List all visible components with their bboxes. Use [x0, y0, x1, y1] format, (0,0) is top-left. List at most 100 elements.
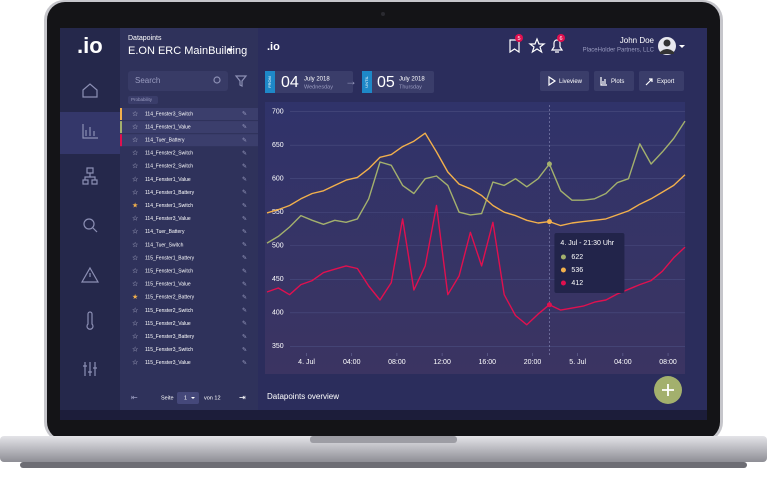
row-edit[interactable]: ✎ — [242, 163, 247, 170]
row-color — [120, 108, 122, 120]
row-name: 115_Fenster2_Switch — [145, 308, 193, 314]
y-tick-label: 700 — [272, 109, 284, 116]
from-month: July 2018 — [304, 77, 330, 83]
tooltip-swatch — [560, 280, 566, 286]
row-edit[interactable]: ✎ — [242, 111, 247, 118]
thermo-icon[interactable] — [86, 311, 94, 330]
pager-last[interactable]: ⇥ — [239, 393, 246, 402]
row-star: ☆ — [132, 333, 138, 341]
row-name: 115_Fenster3_Battery — [145, 334, 195, 340]
user-name: John Doe — [620, 36, 655, 45]
row-edit[interactable]: ✎ — [242, 294, 247, 301]
row-star: ☆ — [132, 306, 138, 314]
row-star: ☆ — [132, 149, 138, 157]
row[interactable] — [120, 226, 258, 238]
from-tag: FROM — [267, 76, 272, 88]
export-button[interactable] — [639, 71, 684, 91]
tree-icon[interactable] — [82, 167, 98, 185]
datapoint-list: ☆ 114_Fenster3_Switch ✎ ☆ 114_Fenster1_Value… — [120, 108, 258, 367]
row-star: ☆ — [132, 280, 138, 288]
row[interactable] — [120, 239, 258, 251]
tooltip-swatch — [560, 254, 566, 260]
row-star: ☆ — [132, 162, 138, 170]
footer-title: Datapoints overview — [267, 392, 339, 401]
selected-row[interactable] — [120, 121, 258, 134]
until-date[interactable] — [362, 71, 434, 93]
pager-label: Seite — [161, 395, 174, 401]
selected-row[interactable] — [120, 134, 258, 147]
chart: 350 400 450 500 550 600 650 700 4. Jul 04:00 08:00… — [266, 105, 686, 366]
row-edit[interactable]: ✎ — [242, 202, 247, 209]
row-edit[interactable]: ✎ — [242, 176, 247, 183]
tooltip-value: 622 — [571, 254, 583, 261]
row-name: 114_Tuer_Battery — [145, 229, 185, 235]
row-name: 114_Fenster1_Value — [145, 124, 191, 130]
row-star: ★ — [132, 202, 138, 210]
liveview-button[interactable] — [540, 71, 589, 91]
row-edit[interactable]: ✎ — [242, 255, 247, 262]
row-star: ☆ — [132, 175, 138, 183]
list-panel — [120, 28, 258, 410]
base-shadow — [20, 462, 747, 468]
row-edit[interactable]: ✎ — [242, 359, 247, 366]
row-star: ☆ — [132, 123, 138, 131]
pager-first[interactable]: ⇤ — [131, 393, 138, 402]
row-edit[interactable]: ✎ — [242, 268, 247, 275]
filter-icon[interactable] — [234, 75, 248, 87]
row-edit[interactable]: ✎ — [242, 189, 247, 196]
y-tick-label: 650 — [272, 142, 284, 149]
row-name: 115_Fenster1_Value — [145, 282, 191, 288]
plots-button[interactable] — [594, 71, 634, 91]
selected-row[interactable] — [120, 108, 258, 120]
page-number: 1 — [184, 395, 187, 401]
row-edit[interactable]: ✎ — [242, 137, 247, 144]
row-star: ★ — [132, 293, 138, 301]
from-day: 04 — [281, 74, 299, 91]
logo: .io — [77, 33, 103, 58]
row-star: ☆ — [132, 136, 138, 144]
row-name: 114_Tuer_Battery — [145, 138, 185, 144]
row-edit[interactable]: ✎ — [242, 320, 247, 327]
home-icon[interactable] — [82, 83, 98, 98]
y-tick-label: 400 — [272, 310, 284, 317]
search-icon[interactable] — [83, 218, 95, 230]
warning-icon[interactable] — [80, 266, 100, 283]
x-tick-label: 04:00 — [343, 359, 361, 366]
star-icon[interactable] — [528, 37, 546, 54]
settings-icon[interactable] — [83, 362, 97, 376]
row-name: 115_Fenster2_Battery — [145, 295, 195, 301]
row-edit[interactable]: ✎ — [242, 307, 247, 314]
chart-icon[interactable] — [82, 124, 98, 139]
from-date[interactable] — [265, 71, 353, 93]
page-caret — [191, 397, 195, 399]
notch — [310, 436, 457, 443]
tag-chip[interactable] — [128, 96, 158, 104]
row-edit[interactable]: ✎ — [242, 333, 247, 340]
x-tick-label: 08:00 — [659, 359, 677, 366]
row-star: ☆ — [132, 215, 138, 223]
from-tag-bg — [265, 71, 275, 93]
row-edit[interactable]: ✎ — [242, 215, 247, 222]
building-select[interactable]: E.ON ERC MainBuilding — [128, 45, 247, 57]
row-edit[interactable]: ✎ — [242, 150, 247, 157]
row-star: ☆ — [132, 110, 138, 118]
tooltip-value: 536 — [571, 267, 583, 274]
section-label: Datapoints — [128, 35, 162, 42]
row-name: 114_Fenster3_Value — [145, 216, 191, 222]
search-placeholder: Search — [135, 76, 160, 85]
row-edit[interactable]: ✎ — [242, 228, 247, 235]
x-tick-label: 12:00 — [433, 359, 451, 366]
page-select[interactable] — [177, 392, 199, 404]
until-day: 05 — [377, 74, 395, 91]
row-star: ☆ — [132, 359, 138, 367]
row-edit[interactable]: ✎ — [242, 281, 247, 288]
row-edit[interactable]: ✎ — [242, 346, 247, 353]
row-edit[interactable]: ✎ — [242, 124, 247, 131]
search-box[interactable] — [128, 71, 228, 91]
row-name: 115_Fenster3_Value — [145, 360, 191, 366]
button-label: Export — [657, 79, 675, 85]
row-edit[interactable]: ✎ — [242, 242, 247, 249]
hover-point — [546, 219, 552, 225]
row-star: ☆ — [132, 188, 138, 196]
